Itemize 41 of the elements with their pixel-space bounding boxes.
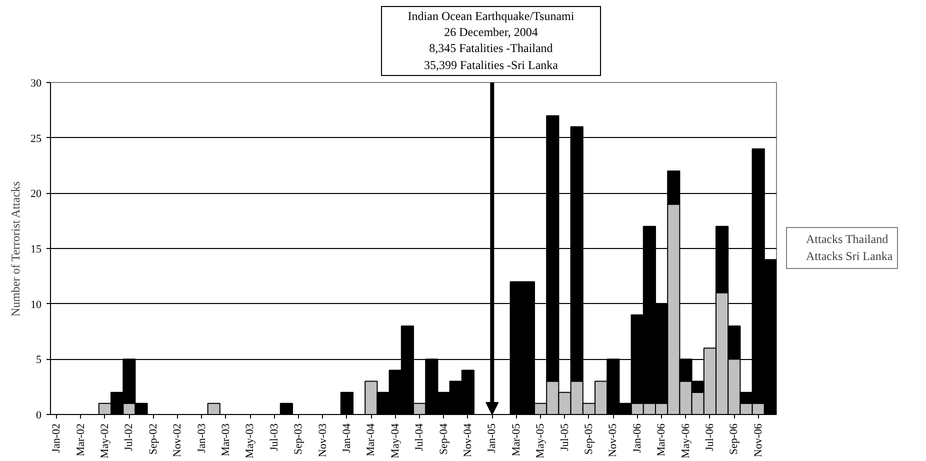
x-tick-label: May-02 (98, 424, 111, 458)
x-tick-label: May-06 (680, 423, 692, 458)
x-tick-label: Nov-02 (172, 424, 184, 458)
x-tick-label: Mar-05 (510, 423, 522, 456)
y-tick-label: 30 (30, 78, 42, 90)
x-tick-label: Mar-02 (74, 423, 87, 456)
x-tick-label: Sep-04 (438, 423, 450, 455)
y-tick-label: 5 (36, 354, 42, 366)
x-tick-label: Jul-02 (123, 424, 136, 451)
x-tick-label: Jan-04 (340, 423, 353, 453)
x-tick-label: Mar-06 (656, 423, 668, 456)
x-tick-label: Jan-06 (631, 423, 644, 453)
x-tick-label: May-05 (534, 423, 547, 458)
x-tick-label: Jul-03 (268, 423, 280, 451)
x-tick-label: Jul-05 (558, 423, 571, 451)
x-tick-label: Nov-06 (752, 423, 764, 458)
y-axis-title: Number of Terrorist Attacks (8, 180, 22, 317)
y-tick-label: 0 (36, 410, 42, 422)
x-tick-label: May-03 (244, 423, 256, 458)
text: Attacks Sri Lanka (806, 249, 893, 264)
x-tick-label: Nov-04 (462, 423, 474, 458)
x-tick-label: Mar-04 (365, 423, 378, 456)
x-tick-label: Mar-03 (220, 423, 232, 456)
annotation: Indian Ocean Earthquake/Tsunami 26 December, 2004 8,345 Fatalities -Thailand 35,399 Fatalities -Sri Lanka (408, 8, 574, 73)
x-tick-label: Jan-03 (196, 423, 208, 453)
y-tick-label: 25 (30, 132, 42, 145)
x-tick-label: Jul-04 (414, 423, 426, 451)
y-tick-label: 15 (30, 244, 42, 256)
x-tick-label: Sep-02 (147, 423, 160, 455)
x-tick-label: Jan-05 (486, 423, 498, 453)
x-tick-label: May-04 (389, 423, 402, 458)
text: Attacks Thailand (806, 232, 888, 247)
x-tick-label: Nov-03 (316, 423, 329, 458)
x-tick-label: Sep-03 (292, 423, 305, 455)
x-tick-label: Nov-05 (607, 423, 620, 458)
x-tick-label: Sep-05 (582, 423, 595, 455)
y-tick-label: 20 (30, 188, 42, 200)
y-tick-label: 10 (30, 298, 42, 311)
x-tick-label: Sep-06 (728, 423, 740, 455)
x-tick-label: Jul-06 (704, 423, 716, 451)
x-tick-label: Jan-02 (50, 424, 63, 453)
